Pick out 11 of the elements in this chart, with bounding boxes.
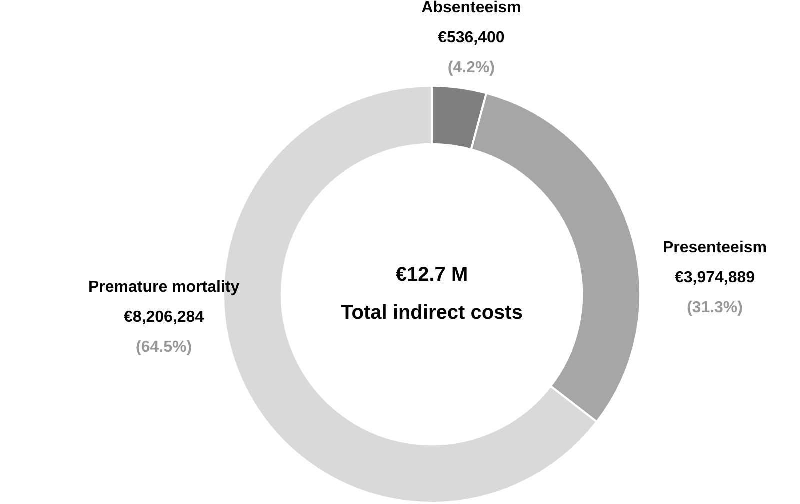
data-label: €536,400 bbox=[438, 30, 505, 47]
data-label: €3,974,889 bbox=[674, 269, 756, 286]
slice-label: Absenteeism bbox=[422, 0, 522, 17]
data-label: €8,206,284 bbox=[124, 308, 204, 326]
text: (64.5%) bbox=[136, 338, 192, 356]
text: (4.2%) bbox=[448, 60, 495, 77]
text: (31.3%) bbox=[686, 299, 743, 316]
slice-label: Presenteeism bbox=[662, 239, 768, 256]
text: Total indirect costs bbox=[341, 302, 523, 324]
slice-label: Premature mortality bbox=[88, 278, 240, 296]
text: €12.7 M bbox=[396, 264, 468, 286]
